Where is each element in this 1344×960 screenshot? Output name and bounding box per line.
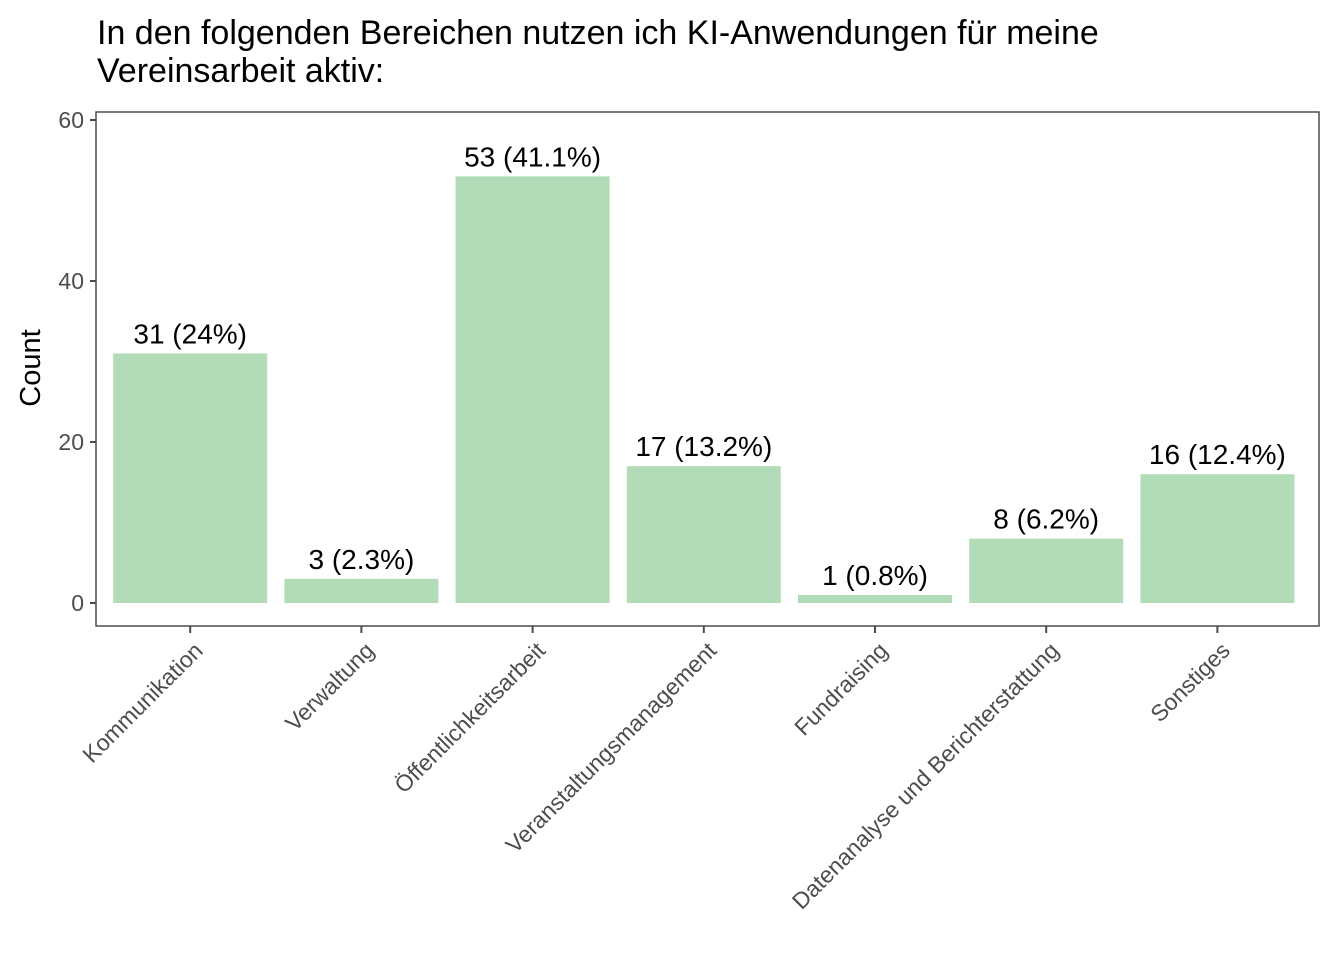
bar	[284, 578, 439, 603]
y-tick-label: 60	[58, 107, 84, 133]
plot-panel-border	[95, 111, 1320, 627]
data-label: 3 (2.3%)	[308, 544, 414, 575]
x-tick-label: Verwaltung	[280, 637, 379, 736]
y-tick-label: 0	[71, 590, 84, 616]
data-label: 53 (41.1%)	[464, 141, 601, 172]
data-label: 8 (6.2%)	[993, 504, 1099, 535]
y-axis: 0 20 40 60	[58, 107, 96, 616]
bar	[626, 466, 781, 603]
x-tick-label: Datenanalyse und Berichterstattung	[787, 637, 1064, 914]
data-labels: 31 (24%) 3 (2.3%) 53 (41.1%) 17 (13.2%) 1 (0…	[133, 141, 1285, 591]
bar	[113, 353, 268, 603]
data-label: 17 (13.2%)	[635, 431, 772, 462]
x-tick-label: Sonstiges	[1145, 637, 1235, 727]
data-label: 31 (24%)	[133, 318, 247, 349]
chart-title: In den folgenden Bereichen nutzen ich KI…	[97, 14, 1099, 90]
x-axis: Kommunikation Verwaltung Öffentlichkeitsar…	[77, 626, 1235, 914]
chart-title-line: Vereinsarbeit aktiv:	[97, 52, 384, 90]
bars	[113, 176, 1295, 603]
bar	[455, 176, 610, 603]
y-axis-label: Count	[15, 329, 47, 406]
x-tick-label: Öffentlichkeitsarbeit	[389, 637, 550, 798]
bar	[798, 594, 952, 603]
chart-title-line: In den folgenden Bereichen nutzen ich KI…	[97, 14, 1099, 52]
bar	[969, 538, 1124, 603]
bar	[1140, 474, 1295, 603]
x-tick-label: Fundraising	[789, 637, 892, 740]
y-tick-label: 20	[58, 429, 84, 455]
data-label: 1 (0.8%)	[822, 560, 928, 591]
y-tick-label: 40	[58, 268, 84, 294]
data-label: 16 (12.4%)	[1149, 439, 1286, 470]
x-tick-label: Kommunikation	[77, 637, 207, 767]
